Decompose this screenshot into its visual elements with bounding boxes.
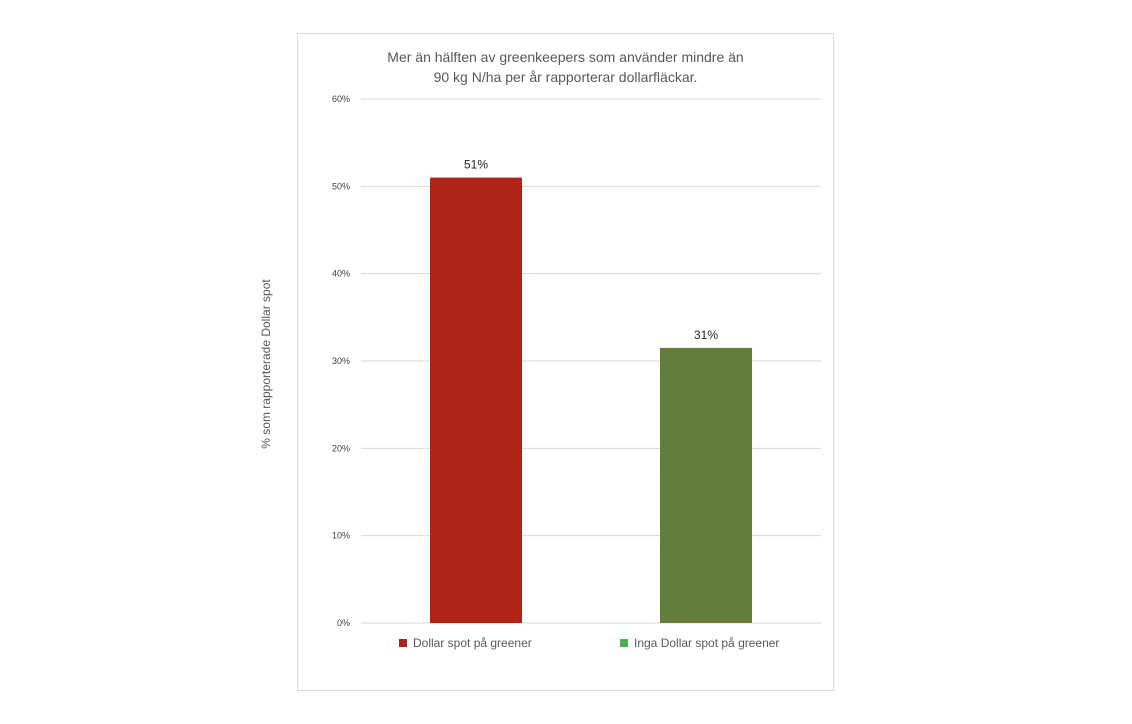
legend-swatch-no-dollar-spot [620, 639, 628, 647]
y-tick-label: 50% [332, 181, 350, 191]
legend-item-dollar-spot: Dollar spot på greener [399, 636, 532, 650]
y-tick-label: 10% [332, 531, 350, 541]
legend-label-no-dollar-spot: Inga Dollar spot på greener [634, 636, 780, 650]
y-tick-label: 60% [332, 94, 350, 104]
data-label: 51% [464, 158, 488, 172]
data-label: 31% [694, 328, 718, 342]
y-tick-label: 20% [332, 443, 350, 453]
bar [430, 177, 522, 623]
y-tick-label: 0% [337, 618, 350, 628]
legend: Dollar spot på greener Inga Dollar spot … [297, 636, 834, 652]
y-tick-label: 40% [332, 269, 350, 279]
bar [660, 347, 752, 623]
chart-title: Mer än hälften av greenkeepers som använ… [387, 49, 744, 85]
legend-swatch-dollar-spot [399, 639, 407, 647]
legend-item-no-dollar-spot: Inga Dollar spot på greener [620, 636, 779, 650]
legend-label-dollar-spot: Dollar spot på greener [413, 636, 532, 650]
y-tick-label: 30% [332, 356, 350, 366]
